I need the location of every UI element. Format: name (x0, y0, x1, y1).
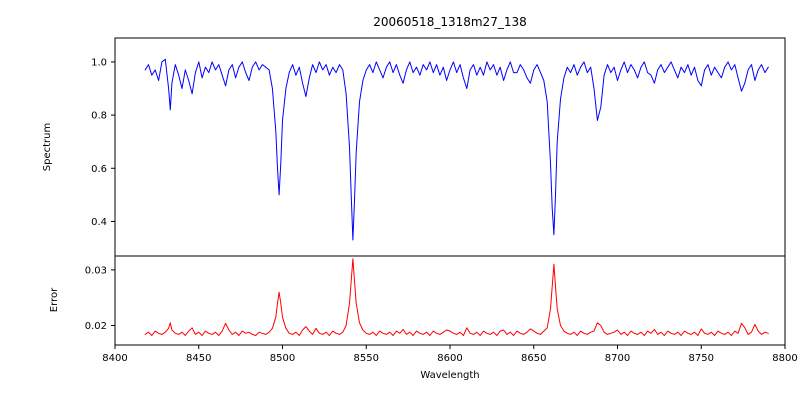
spectrum-y-tick-label: 0.8 (91, 111, 107, 122)
x-tick-label: 8600 (437, 353, 462, 364)
error-line (144, 258, 769, 336)
error-y-tick-label: 0.02 (85, 321, 107, 332)
error-panel: 0.02 0.03 Error (49, 255, 786, 346)
x-tick-label: 8800 (772, 353, 797, 364)
spectrum-y-tick-label: 0.6 (91, 164, 107, 175)
x-axis-ticks: 8400 8450 8500 8550 8600 8650 8700 8750 8800 (102, 345, 798, 364)
spectrum-y-tick-label: 0.4 (91, 217, 107, 228)
spectrum-panel: 0.4 0.6 0.8 1.0 Spectrum (42, 37, 786, 257)
spectrum-line (144, 58, 769, 241)
x-tick-label: 8500 (270, 353, 295, 364)
x-tick-label: 8450 (186, 353, 211, 364)
chart-title: 20060518_1318m27_138 (373, 15, 526, 29)
x-axis-label: Wavelength (420, 370, 479, 381)
spectrum-ylabel: Spectrum (42, 123, 53, 171)
spectrum-y-ticks: 0.4 0.6 0.8 1.0 (91, 57, 115, 228)
spectrum-y-tick-label: 1.0 (91, 57, 107, 68)
x-tick-label: 8650 (521, 353, 546, 364)
x-tick-label: 8400 (102, 353, 127, 364)
x-tick-label: 8700 (605, 353, 630, 364)
error-y-tick-label: 0.03 (85, 265, 107, 276)
error-y-ticks: 0.02 0.03 (85, 265, 115, 332)
error-ylabel: Error (49, 287, 60, 312)
x-tick-label: 8750 (689, 353, 714, 364)
x-tick-label: 8550 (354, 353, 379, 364)
